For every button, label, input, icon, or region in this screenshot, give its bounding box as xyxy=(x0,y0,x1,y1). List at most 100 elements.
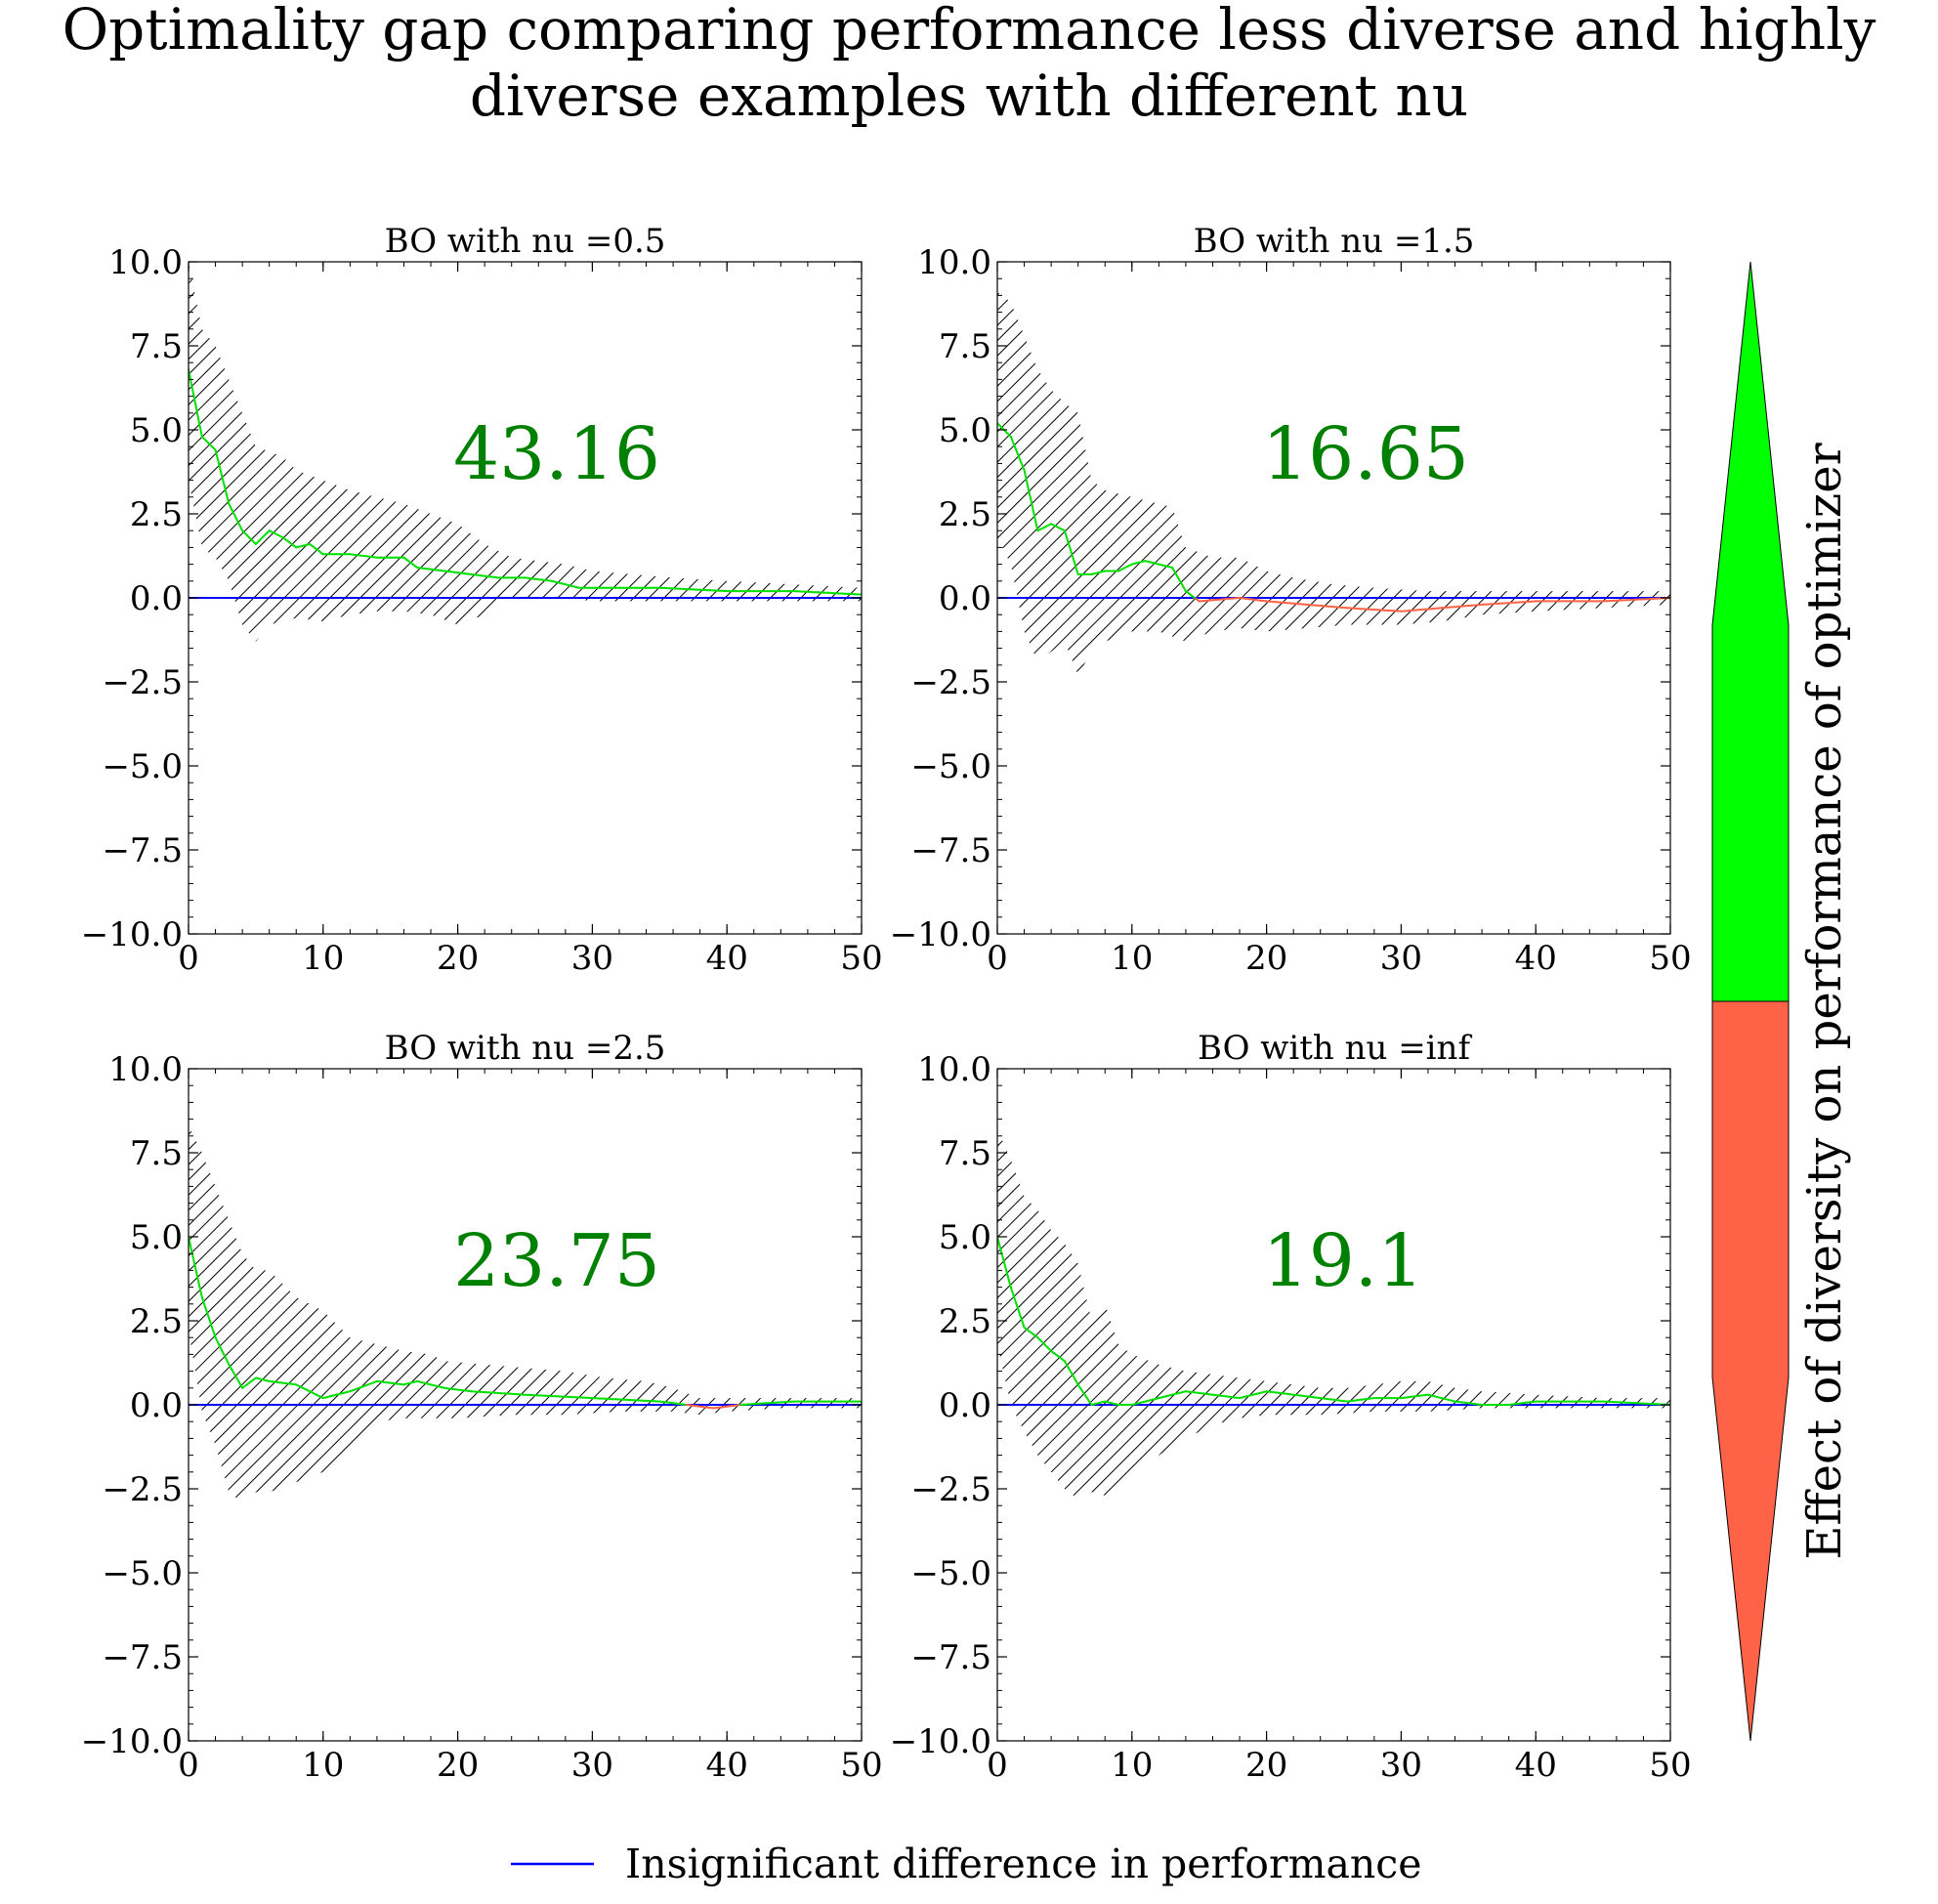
y-tick-label: −7.5 xyxy=(102,1638,183,1677)
x-tick-label: 30 xyxy=(571,1746,613,1785)
y-tick-label: −10.0 xyxy=(890,1722,991,1761)
x-tick-label: 50 xyxy=(840,939,882,978)
mean-line-segment xyxy=(1063,529,1070,543)
colorbar-negative-region xyxy=(1711,1000,1790,1742)
mean-line-segment xyxy=(231,1369,237,1377)
y-tick-label: −10.0 xyxy=(81,1722,183,1761)
confidence-band xyxy=(189,262,862,642)
mean-line-segment xyxy=(228,502,233,512)
mean-line-segment xyxy=(1076,1383,1083,1391)
y-tick-label: 10.0 xyxy=(108,243,183,282)
mean-line-segment xyxy=(228,1363,233,1372)
mean-line-segment xyxy=(1009,435,1016,446)
y-tick-label: 2.5 xyxy=(130,495,183,534)
y-tick-label: −5.0 xyxy=(102,1554,183,1593)
y-tick-label: 5.0 xyxy=(130,411,183,450)
y-tick-label: −2.5 xyxy=(102,1470,183,1509)
y-tick-label: 0.0 xyxy=(939,1386,991,1425)
mean-line-segment xyxy=(221,1350,227,1359)
mean-line-segment xyxy=(1020,460,1026,472)
y-tick-label: −2.5 xyxy=(910,663,991,702)
y-tick-label: 0.0 xyxy=(939,579,991,618)
mean-line-segment xyxy=(1016,452,1023,463)
x-tick-label: 20 xyxy=(1245,1746,1287,1785)
x-tick-label: 20 xyxy=(437,939,479,978)
mean-line-segment xyxy=(999,1248,1005,1263)
mean-line-segment xyxy=(1020,1316,1026,1329)
mean-line-segment xyxy=(237,1380,244,1389)
y-tick-label: −7.5 xyxy=(910,831,991,870)
x-tick-label: 50 xyxy=(1649,1746,1691,1785)
x-tick-label: 0 xyxy=(987,1746,1008,1785)
mean-line-segment xyxy=(1006,1273,1012,1289)
confidence-band xyxy=(189,1125,862,1502)
mean-line-segment xyxy=(221,476,227,491)
mean-line-segment xyxy=(1087,1398,1093,1406)
subplot-2: 0 10 20 30 40 50 10.0 7.5 5.0 2.5 0.0 −2.5 −5.0 −7.5 −… xyxy=(890,222,1692,978)
y-tick-label: 7.5 xyxy=(130,1134,183,1173)
y-tick-label: 2.5 xyxy=(939,1302,991,1341)
improvement-annotation: 43.16 xyxy=(453,412,660,496)
y-tick-label: 10.0 xyxy=(917,1050,991,1089)
mean-line-segment xyxy=(234,516,240,526)
y-tick-label: −5.0 xyxy=(102,747,183,786)
subplot-title: BO with nu =2.5 xyxy=(385,1029,666,1068)
y-tick-label: −2.5 xyxy=(102,663,183,702)
y-tick-label: 7.5 xyxy=(939,327,991,366)
subplot-4: 0 10 20 30 40 50 10.0 7.5 5.0 2.5 0.0 −2.5 −5.0 −7.5 −… xyxy=(890,1029,1692,1785)
mean-line-segment xyxy=(231,509,237,519)
x-tick-label: 0 xyxy=(178,939,199,978)
subplot-grid: 0 10 20 30 40 50 10.0 7.5 5.0 2.5 0.0 −2.5 −5.0 −7.5 −… xyxy=(81,222,1692,1785)
x-tick-label: 40 xyxy=(1515,1746,1557,1785)
mean-line-segment xyxy=(214,1336,220,1346)
mean-line-segment xyxy=(193,1266,200,1284)
mean-line-segment xyxy=(1013,444,1019,455)
x-tick-label: 50 xyxy=(1649,939,1691,978)
mean-line-segment xyxy=(1027,484,1032,502)
mean-line-segment xyxy=(200,1295,207,1309)
y-tick-label: 7.5 xyxy=(939,1134,991,1173)
mean-line-segment xyxy=(197,1281,203,1298)
mean-line-segment xyxy=(193,402,200,421)
mean-line-segment xyxy=(1002,1260,1009,1276)
mean-line-segment xyxy=(1080,1388,1086,1396)
y-tick-label: 0.0 xyxy=(130,579,183,618)
legend: Insignificant difference in performance xyxy=(511,1841,1422,1887)
y-tick-label: −10.0 xyxy=(890,915,991,954)
x-tick-label: 0 xyxy=(987,939,1008,978)
y-tick-label: 5.0 xyxy=(939,411,991,450)
mean-line-segment xyxy=(234,1375,240,1383)
mean-line-segment xyxy=(224,1356,231,1366)
mean-line-segment xyxy=(190,385,196,404)
figure-title-line-1: Optimality gap comparing performance les… xyxy=(63,0,1876,63)
x-tick-label: 10 xyxy=(1111,939,1153,978)
y-tick-label: −7.5 xyxy=(910,1638,991,1677)
y-tick-label: 0.0 xyxy=(130,1386,183,1425)
legend-label: Insignificant difference in performance xyxy=(625,1841,1422,1887)
figure-title-line-2: diverse examples with different nu xyxy=(470,63,1468,129)
y-tick-label: −7.5 xyxy=(102,831,183,870)
mean-line-segment xyxy=(1070,551,1076,565)
x-tick-label: 30 xyxy=(1380,1746,1422,1785)
confidence-band xyxy=(997,292,1670,676)
y-tick-label: 10.0 xyxy=(108,1050,183,1089)
mean-line-segment xyxy=(207,1316,214,1329)
y-tick-label: 7.5 xyxy=(130,327,183,366)
mean-line-segment xyxy=(237,523,244,532)
mean-line-segment xyxy=(1009,1286,1016,1298)
mean-line-segment xyxy=(197,418,203,438)
y-tick-label: 10.0 xyxy=(917,243,991,282)
mean-line-segment xyxy=(204,1306,210,1319)
y-tick-label: −2.5 xyxy=(910,1470,991,1509)
x-tick-label: 30 xyxy=(571,939,613,978)
mean-line-segment xyxy=(1013,1295,1019,1309)
x-tick-label: 40 xyxy=(1515,939,1557,978)
y-tick-label: −5.0 xyxy=(910,747,991,786)
x-tick-label: 10 xyxy=(302,1746,344,1785)
mean-line-segment xyxy=(218,462,224,479)
colorbar-positive-region xyxy=(1711,261,1790,1002)
colorbar: Effect of diversity on performance of op… xyxy=(1711,261,1852,1742)
x-tick-label: 30 xyxy=(1380,939,1422,978)
x-tick-label: 50 xyxy=(840,1746,882,1785)
